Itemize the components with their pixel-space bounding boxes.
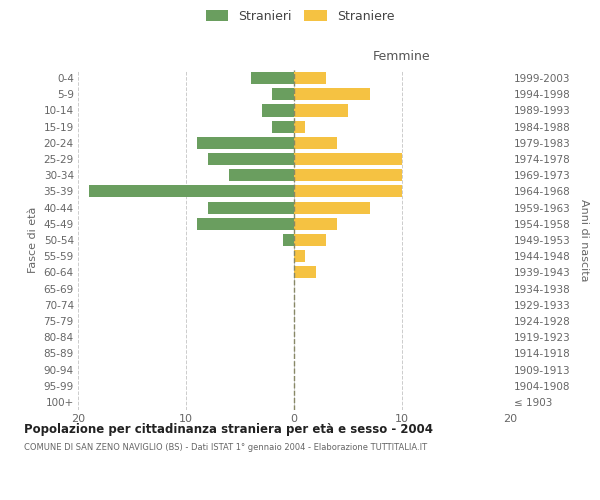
Legend: Stranieri, Straniere: Stranieri, Straniere (202, 6, 398, 26)
Bar (294, 120, 305, 132)
Bar (294, 72, 326, 84)
Bar (272, 88, 294, 101)
Text: Popolazione per cittadinanza straniera per età e sesso - 2004: Popolazione per cittadinanza straniera p… (24, 422, 433, 436)
Bar (294, 88, 370, 101)
Bar (294, 218, 337, 230)
Text: Femmine: Femmine (373, 50, 431, 63)
Bar (89, 186, 294, 198)
Bar (262, 104, 294, 117)
Bar (197, 218, 294, 230)
Bar (294, 250, 305, 262)
Bar (294, 266, 316, 278)
Bar (208, 153, 294, 165)
Bar (251, 72, 294, 84)
Bar (294, 234, 326, 246)
Bar (272, 120, 294, 132)
Text: COMUNE DI SAN ZENO NAVIGLIO (BS) - Dati ISTAT 1° gennaio 2004 - Elaborazione TUT: COMUNE DI SAN ZENO NAVIGLIO (BS) - Dati … (24, 442, 427, 452)
Bar (294, 202, 370, 213)
Y-axis label: Fasce di età: Fasce di età (28, 207, 38, 273)
Bar (294, 153, 402, 165)
Bar (283, 234, 294, 246)
Bar (294, 186, 402, 198)
Bar (294, 104, 348, 117)
Bar (208, 202, 294, 213)
Bar (229, 169, 294, 181)
Y-axis label: Anni di nascita: Anni di nascita (579, 198, 589, 281)
Bar (294, 137, 337, 149)
Bar (294, 169, 402, 181)
Bar (197, 137, 294, 149)
